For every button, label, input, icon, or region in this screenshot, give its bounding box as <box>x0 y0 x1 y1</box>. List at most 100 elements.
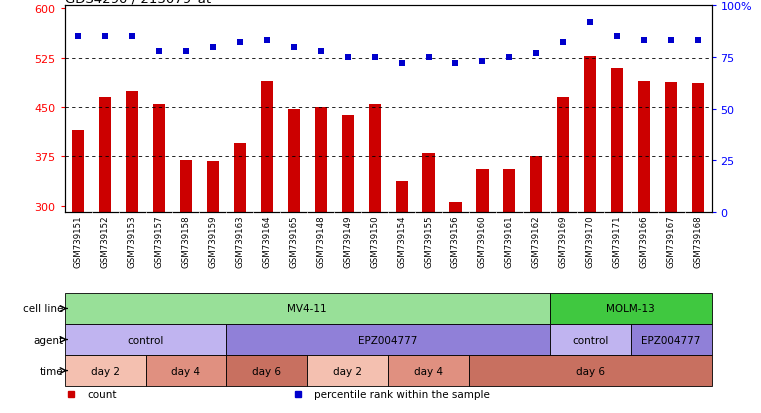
Bar <box>153 104 165 213</box>
Point <box>692 38 704 45</box>
Text: GSM739168: GSM739168 <box>693 215 702 268</box>
Text: day 2: day 2 <box>333 366 362 376</box>
Point <box>234 40 246 47</box>
Text: GSM739161: GSM739161 <box>505 215 514 268</box>
Text: GSM739154: GSM739154 <box>397 215 406 268</box>
Text: GSM739153: GSM739153 <box>128 215 136 268</box>
Point <box>530 50 543 57</box>
Text: GSM739164: GSM739164 <box>263 215 272 268</box>
Text: count: count <box>88 389 117 399</box>
Text: GSM739159: GSM739159 <box>209 215 218 268</box>
Point <box>584 19 597 26</box>
Point <box>342 55 354 61</box>
Text: GSM739151: GSM739151 <box>74 215 83 268</box>
Point <box>153 48 165 55</box>
Point <box>261 38 273 45</box>
Text: day 6: day 6 <box>253 366 282 376</box>
Text: cell line: cell line <box>23 304 63 314</box>
Point <box>476 59 489 65</box>
Text: GSM739155: GSM739155 <box>424 215 433 268</box>
Bar <box>145 355 227 386</box>
Text: GSM739157: GSM739157 <box>154 215 164 268</box>
Bar <box>692 83 704 213</box>
Point <box>422 55 435 61</box>
Text: MOLM-13: MOLM-13 <box>607 304 655 314</box>
Text: GSM739160: GSM739160 <box>478 215 487 268</box>
Point <box>557 40 569 47</box>
Point <box>396 61 408 67</box>
Bar <box>99 98 111 213</box>
Text: EPZ004777: EPZ004777 <box>642 335 701 345</box>
Bar <box>227 355 307 386</box>
Text: GSM739156: GSM739156 <box>451 215 460 268</box>
Bar <box>557 98 569 213</box>
Point <box>207 44 219 51</box>
Text: GSM739148: GSM739148 <box>317 215 325 268</box>
Bar <box>227 324 549 355</box>
Bar <box>288 110 300 213</box>
Text: MV4-11: MV4-11 <box>288 304 327 314</box>
Text: day 2: day 2 <box>91 366 119 376</box>
Bar <box>549 293 712 324</box>
Bar <box>207 161 219 213</box>
Point <box>611 34 623 40</box>
Text: EPZ004777: EPZ004777 <box>358 335 418 345</box>
Bar <box>584 57 597 213</box>
Text: GSM739170: GSM739170 <box>586 215 595 268</box>
Bar <box>638 82 650 213</box>
Text: control: control <box>572 335 609 345</box>
Point <box>126 34 139 40</box>
Bar <box>422 154 435 213</box>
Point <box>180 48 192 55</box>
Bar <box>65 355 145 386</box>
Text: GSM739167: GSM739167 <box>667 215 676 268</box>
Point <box>638 38 650 45</box>
Bar <box>476 170 489 213</box>
Text: agent: agent <box>33 335 63 345</box>
Text: GSM739166: GSM739166 <box>640 215 648 268</box>
Bar <box>72 131 84 213</box>
Text: GDS4290 / 213079_at: GDS4290 / 213079_at <box>65 0 211 5</box>
Bar <box>631 324 712 355</box>
Bar <box>549 324 631 355</box>
Text: GSM739150: GSM739150 <box>370 215 379 268</box>
Bar <box>180 160 192 213</box>
Bar <box>665 83 677 213</box>
Bar <box>314 108 326 213</box>
Bar <box>388 355 469 386</box>
Text: day 4: day 4 <box>414 366 443 376</box>
Bar <box>307 355 388 386</box>
Text: GSM739165: GSM739165 <box>289 215 298 268</box>
Point <box>368 55 380 61</box>
Point <box>665 38 677 45</box>
Text: GSM739171: GSM739171 <box>613 215 622 268</box>
Text: GSM739152: GSM739152 <box>100 215 110 268</box>
Text: percentile rank within the sample: percentile rank within the sample <box>314 389 489 399</box>
Text: GSM739163: GSM739163 <box>235 215 244 268</box>
Text: GSM739169: GSM739169 <box>559 215 568 268</box>
Text: GSM739162: GSM739162 <box>532 215 541 268</box>
Bar <box>503 170 515 213</box>
Point <box>72 34 84 40</box>
Text: control: control <box>127 335 164 345</box>
Bar <box>65 324 227 355</box>
Text: time: time <box>40 366 63 376</box>
Point <box>503 55 515 61</box>
Bar <box>342 116 354 213</box>
Bar <box>126 91 139 213</box>
Text: day 6: day 6 <box>576 366 605 376</box>
Bar <box>396 182 408 213</box>
Bar <box>65 293 549 324</box>
Text: GSM739149: GSM739149 <box>343 215 352 268</box>
Bar <box>530 157 543 213</box>
Bar <box>469 355 712 386</box>
Point <box>314 48 326 55</box>
Bar <box>368 104 380 213</box>
Bar <box>261 82 273 213</box>
Bar <box>611 69 623 213</box>
Bar <box>234 144 246 213</box>
Point <box>450 61 462 67</box>
Point <box>288 44 300 51</box>
Text: day 4: day 4 <box>171 366 200 376</box>
Bar <box>450 203 462 213</box>
